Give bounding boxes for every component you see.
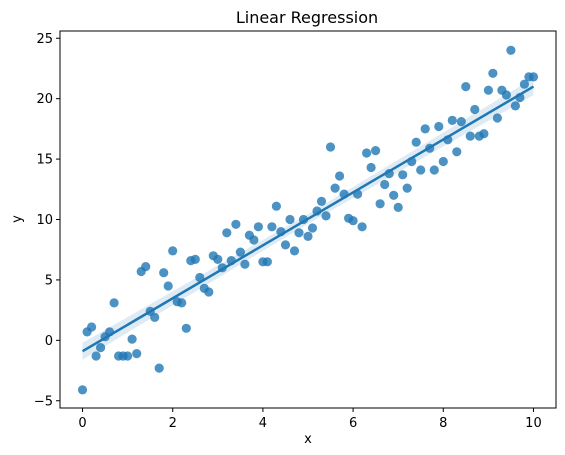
data-point [204,287,214,297]
data-point [362,148,372,158]
data-point [371,146,381,156]
data-point [127,334,137,344]
x-axis-label: x [304,432,312,447]
data-point [506,45,516,55]
data-point [262,257,272,267]
data-point [393,202,403,212]
y-tick-label: 20 [36,92,53,107]
data-point [150,312,160,322]
data-point [77,385,88,395]
data-point [141,262,151,272]
data-point [303,231,313,241]
data-point [177,298,187,308]
data-point [154,363,164,373]
data-point [479,129,489,139]
data-point [447,115,457,125]
data-point [316,196,327,206]
data-point [253,222,263,232]
data-point [96,343,106,353]
data-point [91,351,101,361]
data-point [181,323,191,333]
data-point [411,137,421,147]
y-tick-label: 5 [45,273,53,288]
chart-title: Linear Regression [236,8,378,27]
y-tick-label: 25 [36,32,53,47]
data-point [325,142,336,152]
data-point [416,165,426,175]
data-point [289,246,300,256]
data-point [123,351,133,361]
data-point [330,183,340,193]
data-point [510,101,520,111]
x-tick-label: 0 [78,416,86,431]
data-point [285,214,295,225]
data-point [307,223,318,233]
data-point [398,170,408,180]
regression-line [81,85,535,353]
data-point [389,190,399,200]
data-point [461,82,471,92]
y-tick-label: 10 [36,213,53,228]
data-point [456,117,466,127]
data-point [519,79,530,89]
data-point [420,124,430,134]
data-point [168,246,178,256]
x-tick-label: 2 [169,416,177,431]
data-point [240,259,250,269]
data-point [294,228,304,238]
x-tick-label: 8 [439,416,447,431]
y-tick-label: 15 [36,153,53,168]
data-point [438,156,448,167]
data-point [87,322,97,332]
data-point [402,183,412,193]
data-point [465,131,475,141]
data-point [528,72,539,82]
data-point [213,254,223,264]
data-point [132,349,142,359]
data-point [501,90,511,100]
data-point [321,211,331,221]
y-axis-label: y [10,215,25,223]
data-point [380,179,390,190]
y-axis-ticks: −5 0 5 10 15 20 25 [34,32,60,409]
data-point [109,298,119,308]
data-point [452,147,462,157]
data-point [348,216,358,226]
data-point [366,162,376,173]
data-point [280,240,291,250]
data-point [375,199,385,209]
data-point [235,247,245,257]
data-point [483,85,493,95]
data-point [335,171,345,181]
data-point [163,281,173,291]
data-point [429,165,439,175]
data-point [434,121,444,132]
data-point [470,104,480,115]
data-point [488,68,498,78]
data-point [222,228,232,238]
y-tick-label: 0 [45,334,53,349]
regression-line-layer [81,85,535,353]
x-tick-label: 6 [349,416,357,431]
data-point [492,113,502,123]
data-point [190,254,200,264]
x-axis-ticks: 0 2 4 6 8 10 [78,408,542,431]
data-point [159,268,169,278]
y-tick-label: −5 [34,394,53,409]
data-point [249,235,259,245]
data-point [271,201,281,211]
data-point [231,219,241,229]
data-point [357,222,367,232]
data-point [267,222,277,232]
x-tick-label: 10 [525,416,542,431]
x-tick-label: 4 [259,416,267,431]
